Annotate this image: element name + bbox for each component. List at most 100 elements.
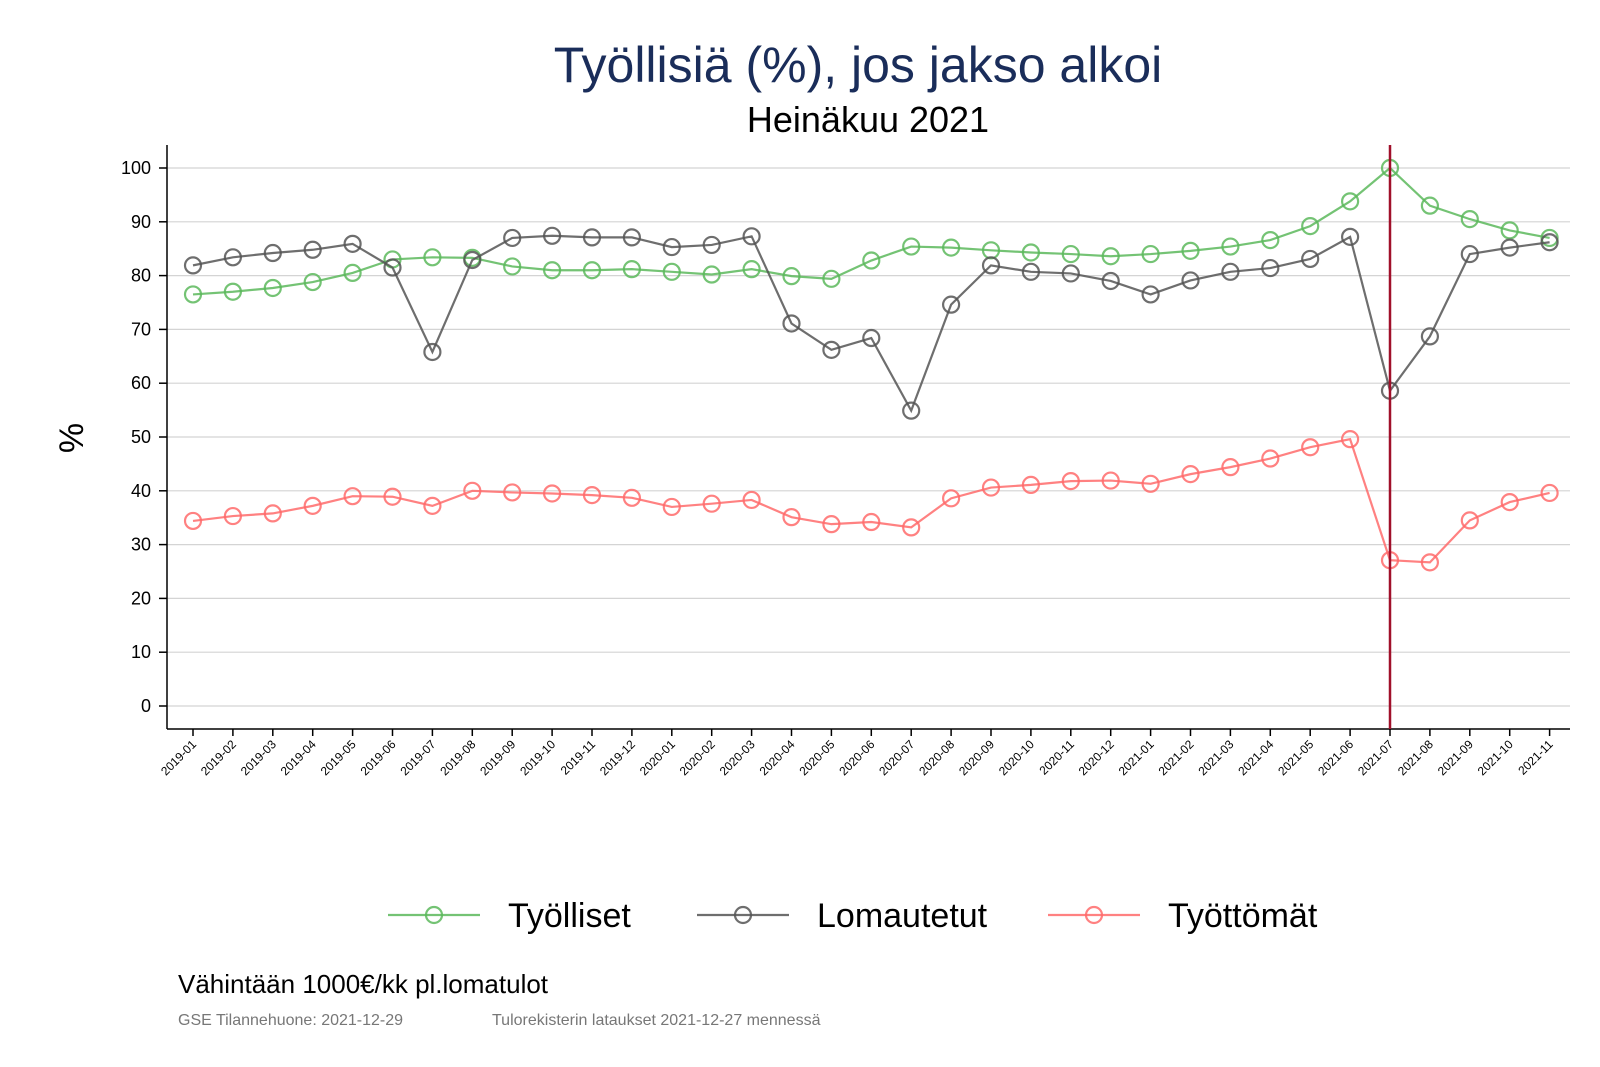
data-point bbox=[1420, 196, 1440, 215]
data-point bbox=[1340, 192, 1360, 211]
y-tick-label: 90 bbox=[131, 212, 151, 232]
y-tick-label: 70 bbox=[131, 319, 151, 339]
legend-label: Työlliset bbox=[508, 897, 631, 935]
data-point bbox=[1141, 244, 1160, 264]
data-point bbox=[662, 497, 681, 517]
data-point bbox=[822, 269, 841, 288]
data-point bbox=[1301, 438, 1320, 457]
data-point bbox=[702, 494, 721, 513]
x-tick-label: 2020-09 bbox=[956, 737, 997, 778]
x-tick-label: 2019-05 bbox=[318, 737, 359, 778]
series-Työttömät bbox=[183, 430, 1559, 572]
data-point bbox=[1261, 230, 1280, 250]
x-tick-label: 2019-03 bbox=[238, 737, 279, 778]
legend-marker bbox=[424, 905, 444, 925]
data-point bbox=[782, 314, 801, 333]
data-point bbox=[503, 228, 522, 248]
data-point bbox=[263, 243, 282, 263]
x-tick-label: 2020-11 bbox=[1037, 737, 1078, 778]
data-point bbox=[542, 226, 562, 245]
data-point bbox=[223, 506, 242, 526]
y-tick-label: 80 bbox=[131, 266, 151, 286]
legend-item: Työttömät bbox=[1048, 897, 1318, 935]
data-point bbox=[1021, 243, 1041, 262]
data-point bbox=[1420, 327, 1440, 346]
data-point bbox=[1301, 217, 1320, 236]
data-point bbox=[862, 251, 881, 270]
data-point bbox=[981, 478, 1001, 497]
data-point bbox=[742, 227, 761, 246]
data-point bbox=[902, 518, 921, 537]
data-point bbox=[1460, 511, 1479, 530]
series-line bbox=[192, 166, 1550, 296]
x-tick-label: 2020-06 bbox=[836, 737, 877, 778]
data-point bbox=[303, 496, 322, 515]
data-point bbox=[1540, 233, 1559, 252]
x-tick-label: 2019-08 bbox=[437, 737, 478, 778]
y-tick-label: 0 bbox=[141, 696, 151, 716]
data-point bbox=[862, 328, 881, 348]
data-point bbox=[1141, 285, 1160, 304]
data-point bbox=[902, 237, 921, 256]
source-right: Tulorekisterin lataukset 2021-12-27 menn… bbox=[492, 1012, 821, 1029]
data-point bbox=[1181, 271, 1200, 290]
data-point bbox=[1021, 262, 1041, 281]
data-point bbox=[981, 256, 1001, 275]
x-tick-label: 2019-12 bbox=[597, 737, 638, 778]
data-point bbox=[1340, 227, 1360, 246]
legend-item: Työlliset bbox=[388, 897, 631, 935]
data-point bbox=[1021, 475, 1041, 494]
data-point bbox=[463, 250, 482, 270]
data-point bbox=[542, 261, 562, 280]
y-tick-label: 60 bbox=[131, 373, 151, 393]
x-tick-label: 2021-03 bbox=[1195, 737, 1236, 778]
x-tick-label: 2021-05 bbox=[1275, 737, 1316, 778]
source-left: GSE Tilannehuone: 2021-12-29 bbox=[178, 1012, 403, 1029]
legend-item: Lomautetut bbox=[697, 897, 988, 935]
data-point bbox=[662, 237, 681, 257]
x-axis: 2019-012019-022019-032019-042019-052019-… bbox=[158, 728, 1570, 778]
footnote: Vähintään 1000€/kk pl.lomatulot bbox=[178, 969, 549, 999]
data-point bbox=[423, 342, 442, 362]
x-tick-label: 2019-07 bbox=[397, 737, 438, 778]
x-tick-label: 2021-01 bbox=[1116, 737, 1157, 778]
data-point bbox=[902, 401, 921, 420]
y-tick-label: 30 bbox=[131, 535, 151, 555]
data-point bbox=[503, 483, 522, 502]
legend-label: Lomautetut bbox=[817, 897, 988, 935]
gridlines bbox=[167, 167, 1570, 707]
x-tick-label: 2019-06 bbox=[358, 737, 399, 778]
data-point bbox=[263, 278, 282, 298]
data-point bbox=[1061, 472, 1080, 491]
legend: Työlliset Lomautetut Työttömät bbox=[388, 897, 1318, 935]
data-point bbox=[1181, 465, 1200, 484]
data-point bbox=[1261, 449, 1280, 468]
series-Lomautetut bbox=[183, 226, 1559, 420]
series-line bbox=[192, 234, 1550, 414]
data-point bbox=[1500, 221, 1519, 240]
data-point bbox=[1101, 247, 1120, 266]
data-point bbox=[303, 240, 322, 259]
data-point bbox=[343, 263, 362, 283]
data-point bbox=[343, 234, 362, 253]
data-point bbox=[1181, 241, 1200, 260]
data-point bbox=[622, 228, 642, 247]
y-tick-label: 10 bbox=[131, 642, 151, 662]
y-axis-label: % bbox=[53, 423, 91, 453]
data-point bbox=[1221, 458, 1240, 477]
x-tick-label: 2021-10 bbox=[1475, 737, 1516, 778]
data-point bbox=[1340, 430, 1360, 449]
data-point bbox=[542, 484, 562, 503]
data-point bbox=[1420, 553, 1440, 572]
legend-marker bbox=[733, 905, 753, 925]
data-point bbox=[423, 496, 442, 515]
data-point bbox=[1500, 492, 1519, 512]
x-tick-label: 2020-01 bbox=[637, 737, 678, 778]
data-point bbox=[941, 489, 961, 508]
data-point bbox=[223, 248, 242, 267]
y-tick-label: 100 bbox=[121, 158, 151, 178]
legend-marker bbox=[1084, 905, 1104, 925]
data-point bbox=[662, 262, 681, 281]
data-point bbox=[1500, 238, 1519, 257]
x-tick-label: 2021-11 bbox=[1515, 737, 1556, 778]
